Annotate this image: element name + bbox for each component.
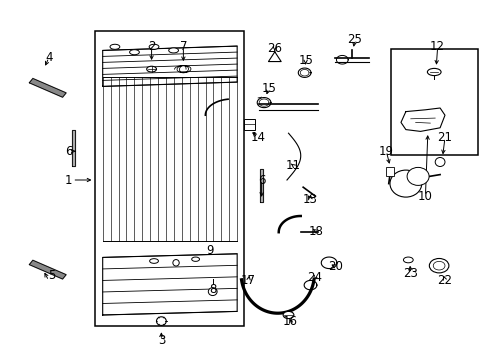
- Text: 13: 13: [303, 193, 317, 206]
- Text: 23: 23: [403, 267, 417, 280]
- Text: 6: 6: [65, 145, 72, 158]
- Text: 12: 12: [429, 40, 444, 53]
- Ellipse shape: [173, 260, 179, 266]
- Ellipse shape: [389, 170, 421, 197]
- FancyBboxPatch shape: [386, 167, 393, 176]
- Text: 5: 5: [47, 269, 55, 282]
- Polygon shape: [260, 169, 262, 202]
- Text: 16: 16: [283, 315, 297, 328]
- Polygon shape: [72, 130, 75, 166]
- Ellipse shape: [110, 44, 120, 49]
- Ellipse shape: [146, 66, 156, 72]
- Text: 4: 4: [45, 51, 53, 64]
- Text: 20: 20: [327, 260, 342, 273]
- Circle shape: [432, 261, 444, 270]
- Text: 24: 24: [306, 271, 321, 284]
- Text: 19: 19: [378, 145, 393, 158]
- Text: 8: 8: [208, 283, 216, 296]
- Polygon shape: [268, 52, 281, 62]
- Bar: [95, 31, 244, 326]
- Text: 15: 15: [298, 54, 312, 67]
- Ellipse shape: [191, 257, 199, 261]
- Text: 9: 9: [206, 244, 214, 257]
- Ellipse shape: [156, 317, 166, 325]
- Ellipse shape: [427, 68, 440, 76]
- Text: 6: 6: [257, 174, 265, 186]
- Polygon shape: [400, 108, 444, 131]
- Text: 22: 22: [437, 274, 451, 287]
- Text: 26: 26: [267, 42, 282, 55]
- Ellipse shape: [406, 167, 428, 185]
- Text: 3: 3: [157, 334, 165, 347]
- Text: 18: 18: [308, 225, 323, 238]
- Circle shape: [428, 258, 448, 273]
- Ellipse shape: [149, 44, 159, 49]
- Polygon shape: [29, 78, 66, 97]
- Text: 15: 15: [261, 82, 276, 95]
- Text: 21: 21: [437, 131, 451, 144]
- Text: 17: 17: [241, 274, 255, 287]
- Ellipse shape: [283, 311, 293, 319]
- Text: 1: 1: [65, 174, 72, 186]
- Ellipse shape: [403, 257, 412, 263]
- Ellipse shape: [129, 50, 139, 55]
- Text: 2: 2: [147, 40, 155, 53]
- Text: 10: 10: [417, 190, 432, 203]
- Polygon shape: [29, 260, 66, 279]
- Bar: [390, 49, 477, 155]
- Ellipse shape: [434, 158, 444, 166]
- FancyBboxPatch shape: [244, 119, 255, 130]
- Text: 7: 7: [179, 40, 187, 53]
- Ellipse shape: [208, 288, 217, 296]
- Text: 25: 25: [347, 33, 362, 46]
- Text: 14: 14: [250, 131, 264, 144]
- Ellipse shape: [149, 258, 158, 264]
- Text: 11: 11: [285, 159, 300, 172]
- Ellipse shape: [168, 48, 178, 53]
